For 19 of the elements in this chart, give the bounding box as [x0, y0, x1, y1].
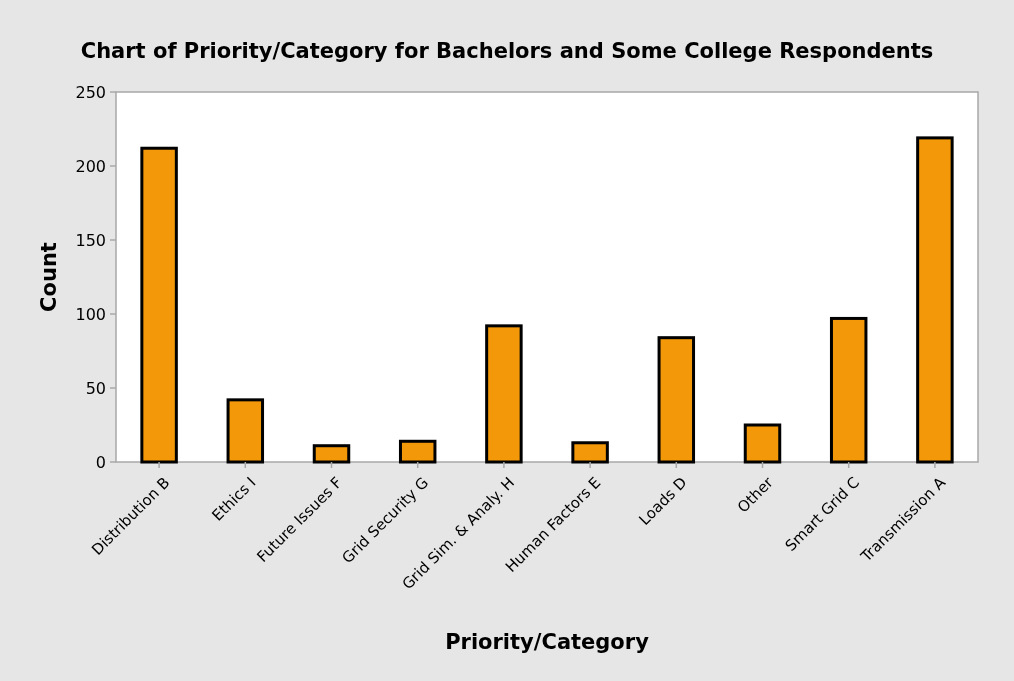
y-tick-label: 100 [75, 304, 106, 324]
bar [743, 423, 782, 464]
y-tick-label: 50 [85, 378, 106, 398]
bar [312, 444, 351, 464]
bar [485, 324, 523, 464]
bar [571, 441, 609, 464]
bar [140, 146, 178, 464]
y-tick-label: 0 [95, 452, 106, 472]
bar [916, 136, 954, 464]
y-tick-label: 200 [75, 156, 106, 176]
chart-title: Chart of Priority/Category for Bachelors and Some College Respondents [80, 39, 934, 63]
bar [657, 336, 696, 464]
y-axis-title: Count [37, 242, 61, 312]
y-tick-label: 250 [75, 82, 106, 102]
bar [226, 398, 265, 464]
bar [829, 316, 868, 464]
x-axis-title: Priority/Category [445, 630, 650, 654]
bar [398, 439, 437, 464]
y-tick-label: 150 [75, 230, 106, 250]
